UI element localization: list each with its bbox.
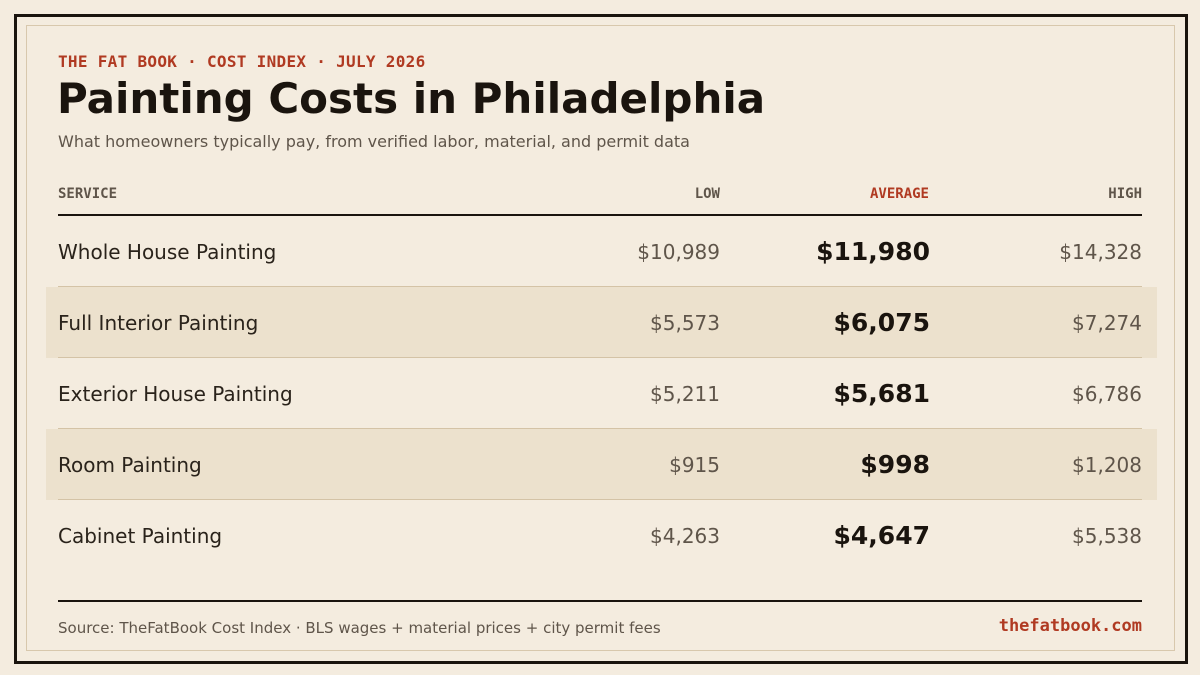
footer-rule	[58, 600, 1142, 602]
column-header-service: SERVICE	[58, 186, 118, 202]
low-price: $5,573	[650, 311, 720, 335]
column-header-average: AVERAGE	[869, 186, 929, 202]
table-row: Cabinet Painting $4,263 $4,647 $5,538	[46, 500, 1157, 571]
high-price: $6,786	[1072, 382, 1142, 406]
cost-table: Whole House Painting $10,989 $11,980 $14…	[46, 216, 1157, 571]
service-name: Cabinet Painting	[58, 524, 223, 548]
header-rule	[58, 214, 1142, 216]
high-price: $14,328	[1059, 240, 1142, 264]
service-name: Room Painting	[58, 453, 202, 477]
high-price: $5,538	[1072, 524, 1142, 548]
row-divider	[58, 357, 1142, 358]
service-name: Whole House Painting	[58, 240, 277, 264]
service-name: Full Interior Painting	[58, 311, 259, 335]
low-price: $4,263	[650, 524, 720, 548]
high-price: $1,208	[1072, 453, 1142, 477]
page-subtitle: What homeowners typically pay, from veri…	[58, 132, 690, 151]
table-header: SERVICE LOW AVERAGE HIGH	[58, 186, 1142, 208]
average-price: $5,681	[833, 379, 930, 408]
source-note: Source: TheFatBook Cost Index · BLS wage…	[58, 619, 661, 637]
inner-frame	[26, 25, 1175, 651]
low-price: $10,989	[637, 240, 720, 264]
table-row: Whole House Painting $10,989 $11,980 $14…	[46, 216, 1157, 287]
average-price: $6,075	[833, 308, 930, 337]
average-price: $4,647	[833, 521, 930, 550]
high-price: $7,274	[1072, 311, 1142, 335]
kicker: THE FAT BOOK · COST INDEX · JULY 2026	[58, 52, 426, 71]
column-header-high: HIGH	[1108, 186, 1142, 202]
low-price: $5,211	[650, 382, 720, 406]
average-price: $11,980	[816, 237, 930, 266]
table-row: Exterior House Painting $5,211 $5,681 $6…	[46, 358, 1157, 429]
row-divider	[58, 428, 1142, 429]
low-price: $915	[669, 453, 720, 477]
row-divider	[58, 286, 1142, 287]
table-row: Full Interior Painting $5,573 $6,075 $7,…	[46, 287, 1157, 358]
column-header-low: LOW	[694, 186, 720, 202]
site-link[interactable]: thefatbook.com	[998, 616, 1142, 636]
table-row: Room Painting $915 $998 $1,208	[46, 429, 1157, 500]
service-name: Exterior House Painting	[58, 382, 293, 406]
average-price: $998	[860, 450, 930, 479]
outer-frame	[14, 14, 1188, 664]
page-title: Painting Costs in Philadelphia	[57, 74, 766, 123]
row-divider	[58, 499, 1142, 500]
